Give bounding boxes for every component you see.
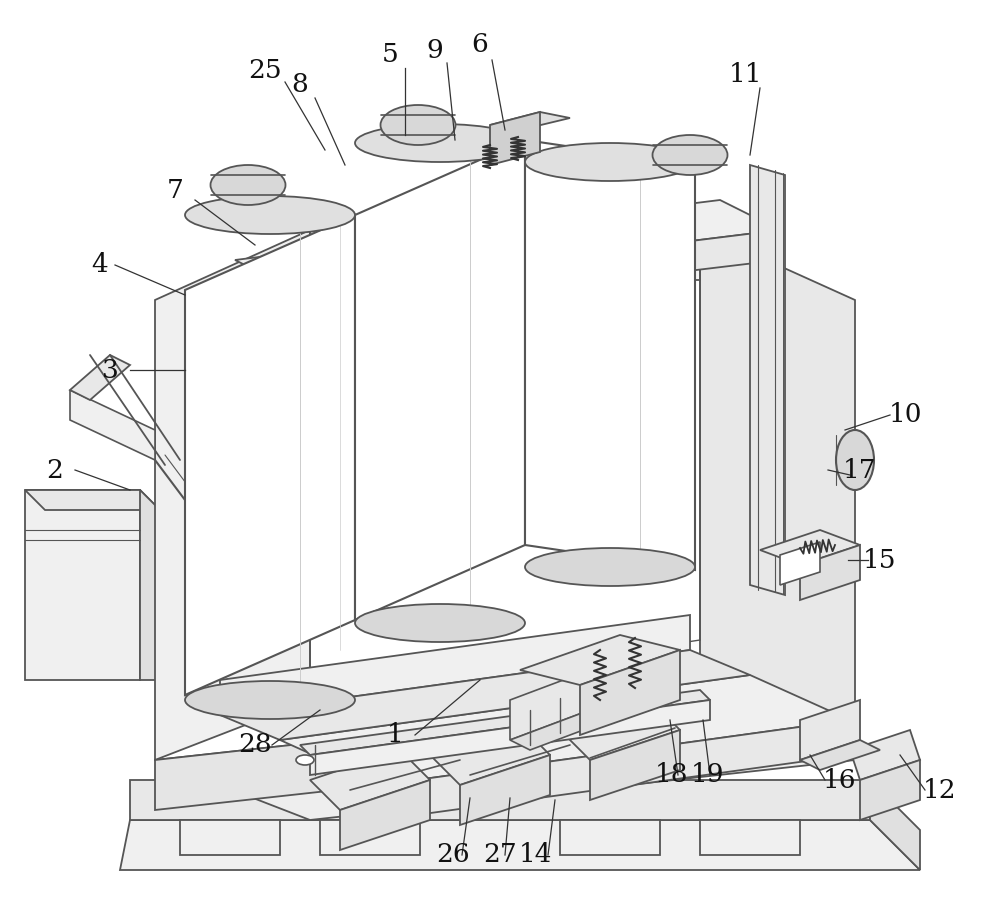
Polygon shape xyxy=(510,670,590,740)
Text: 12: 12 xyxy=(923,777,957,803)
Polygon shape xyxy=(310,750,430,810)
Text: 26: 26 xyxy=(436,843,470,867)
Polygon shape xyxy=(180,820,280,855)
Polygon shape xyxy=(800,740,880,770)
Ellipse shape xyxy=(355,124,525,162)
Text: 8: 8 xyxy=(292,73,308,97)
Polygon shape xyxy=(280,675,850,785)
Text: 3: 3 xyxy=(102,357,118,383)
Ellipse shape xyxy=(836,430,874,490)
Text: 7: 7 xyxy=(167,178,183,202)
Text: 11: 11 xyxy=(728,63,762,87)
Polygon shape xyxy=(220,615,690,715)
Polygon shape xyxy=(295,230,780,318)
Text: 1: 1 xyxy=(387,723,403,747)
Ellipse shape xyxy=(355,604,525,642)
Text: 9: 9 xyxy=(427,37,443,63)
Polygon shape xyxy=(355,140,525,620)
Text: 15: 15 xyxy=(863,548,897,572)
Polygon shape xyxy=(800,545,860,600)
Text: 4: 4 xyxy=(92,252,108,278)
Text: 25: 25 xyxy=(248,57,282,83)
Text: 17: 17 xyxy=(843,457,877,483)
Polygon shape xyxy=(700,820,800,855)
Polygon shape xyxy=(300,690,710,755)
Text: 27: 27 xyxy=(483,843,517,867)
Polygon shape xyxy=(850,730,920,780)
Polygon shape xyxy=(185,215,355,695)
Polygon shape xyxy=(525,140,695,570)
Ellipse shape xyxy=(296,755,314,765)
Polygon shape xyxy=(750,165,785,595)
Polygon shape xyxy=(155,700,855,820)
Ellipse shape xyxy=(185,196,355,234)
Polygon shape xyxy=(155,700,700,810)
Polygon shape xyxy=(130,780,870,820)
Polygon shape xyxy=(70,355,130,400)
Polygon shape xyxy=(140,490,160,680)
Polygon shape xyxy=(870,780,920,870)
Polygon shape xyxy=(320,820,420,855)
Polygon shape xyxy=(25,490,160,510)
Text: 16: 16 xyxy=(823,767,857,793)
Polygon shape xyxy=(155,230,310,760)
Ellipse shape xyxy=(380,105,456,145)
Polygon shape xyxy=(560,820,660,855)
Ellipse shape xyxy=(525,143,695,181)
Polygon shape xyxy=(235,200,780,290)
Text: 5: 5 xyxy=(382,43,398,67)
Polygon shape xyxy=(800,700,860,760)
Polygon shape xyxy=(490,112,540,165)
Polygon shape xyxy=(510,710,610,750)
Ellipse shape xyxy=(210,165,286,205)
Text: 14: 14 xyxy=(518,843,552,867)
Text: 6: 6 xyxy=(472,33,488,57)
Polygon shape xyxy=(430,725,550,785)
Polygon shape xyxy=(860,760,920,820)
Polygon shape xyxy=(490,112,570,130)
Polygon shape xyxy=(780,542,820,585)
Polygon shape xyxy=(580,650,680,735)
Text: 18: 18 xyxy=(655,763,689,787)
Polygon shape xyxy=(380,720,850,820)
Text: 10: 10 xyxy=(888,403,922,427)
Polygon shape xyxy=(120,820,920,870)
Polygon shape xyxy=(460,755,550,825)
Ellipse shape xyxy=(185,681,355,719)
Text: 2: 2 xyxy=(47,457,63,483)
Polygon shape xyxy=(220,650,750,740)
Polygon shape xyxy=(520,635,680,685)
Polygon shape xyxy=(25,490,140,680)
Text: 28: 28 xyxy=(238,733,272,757)
Polygon shape xyxy=(760,530,860,565)
Polygon shape xyxy=(590,730,680,800)
Text: 19: 19 xyxy=(690,763,724,787)
Ellipse shape xyxy=(525,548,695,586)
Polygon shape xyxy=(340,780,430,850)
Polygon shape xyxy=(560,700,680,760)
Polygon shape xyxy=(310,700,710,775)
Ellipse shape xyxy=(652,135,728,175)
Polygon shape xyxy=(310,230,700,280)
Polygon shape xyxy=(70,390,155,460)
Polygon shape xyxy=(700,230,855,760)
